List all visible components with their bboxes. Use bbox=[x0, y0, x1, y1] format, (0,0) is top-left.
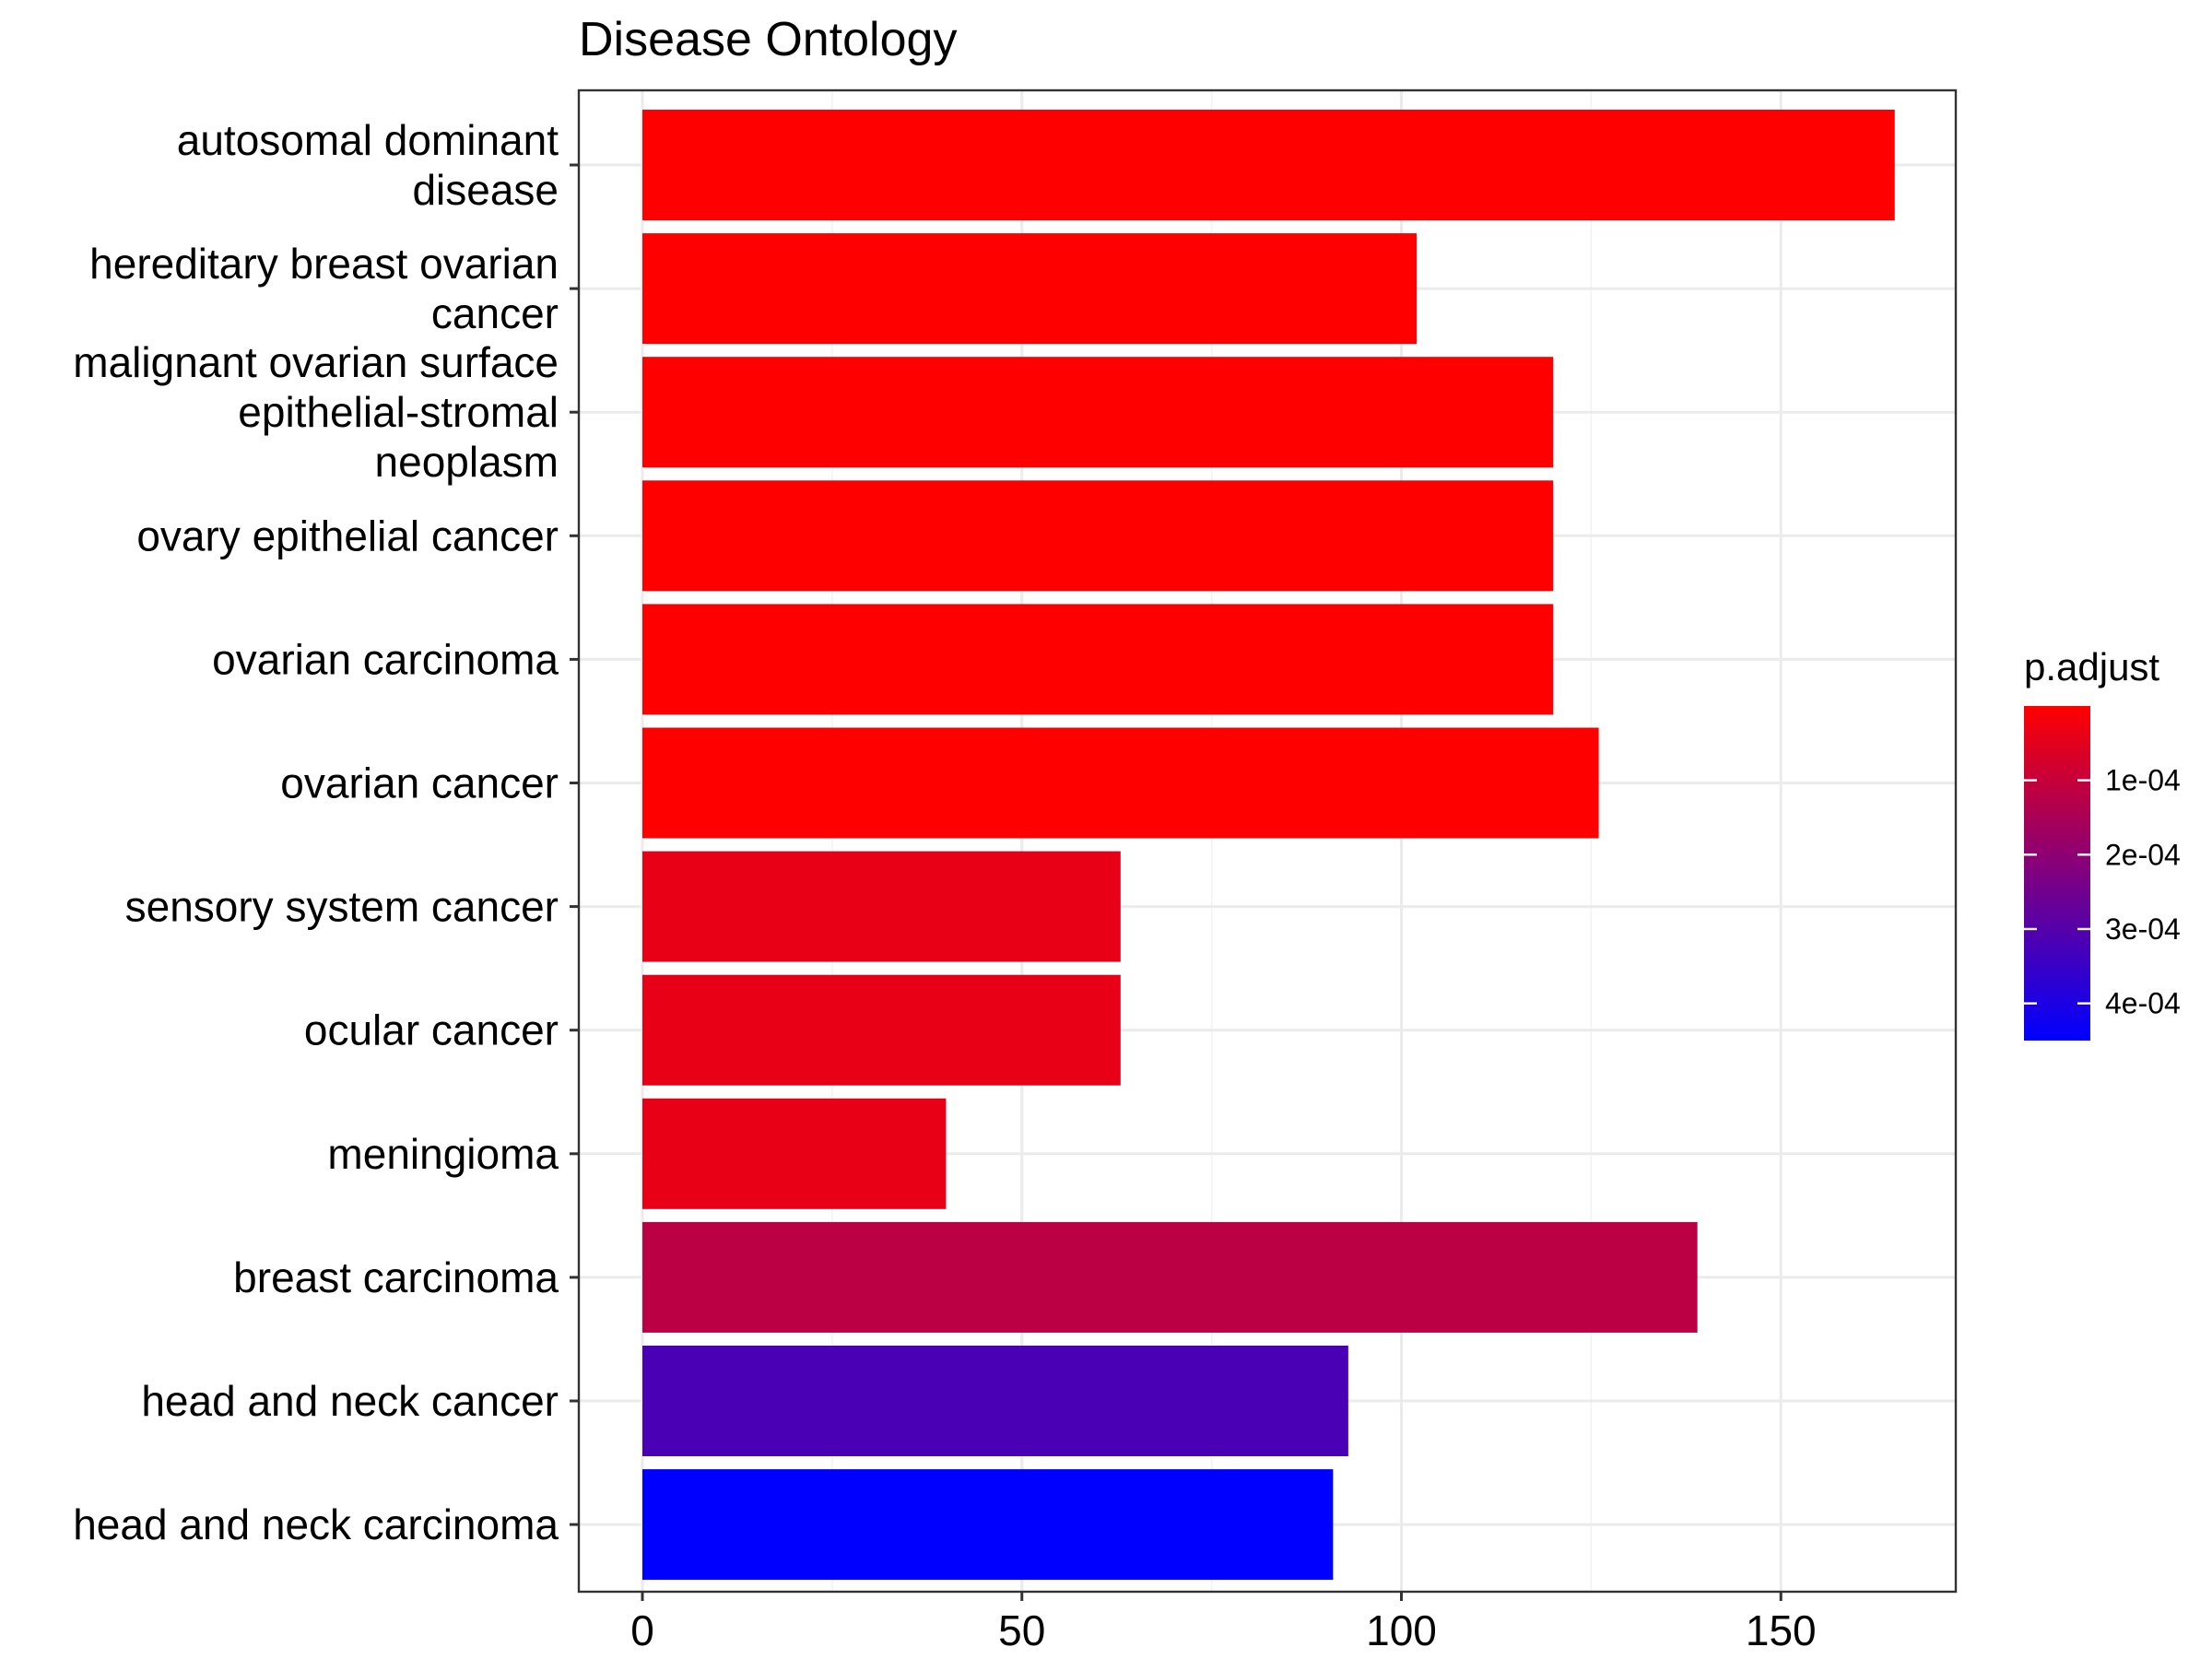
bar bbox=[642, 851, 1121, 962]
x-tick-label: 150 bbox=[1746, 1606, 1817, 1654]
legend-tick-label: 3e-04 bbox=[2105, 912, 2181, 946]
bar bbox=[642, 1098, 947, 1209]
y-tick-label: hereditary breast ovarian cancer bbox=[89, 240, 559, 337]
bars bbox=[642, 110, 1895, 1581]
bar bbox=[642, 604, 1554, 715]
chart-title: Disease Ontology bbox=[579, 13, 957, 66]
y-tick-label: ovarian carcinoma bbox=[212, 635, 559, 683]
y-tick-label: head and neck carcinoma bbox=[73, 1500, 559, 1548]
legend-tick-label: 2e-04 bbox=[2105, 838, 2181, 871]
plot-panel bbox=[577, 88, 1958, 1594]
y-tick-label: breast carcinoma bbox=[233, 1253, 559, 1301]
legend: p.adjust 1e-04 2e-04 3e-04 4e-04 bbox=[2024, 645, 2181, 1041]
bar bbox=[642, 233, 1417, 345]
y-axis: autosomal dominant disease hereditary brea… bbox=[73, 116, 579, 1548]
bar bbox=[642, 1346, 1348, 1456]
x-axis: 0 50 100 150 bbox=[630, 1592, 1817, 1654]
y-tick-label: ovary epithelial cancer bbox=[136, 512, 559, 559]
x-tick-label: 0 bbox=[630, 1606, 654, 1654]
bar bbox=[642, 727, 1599, 839]
y-tick-label: sensory system cancer bbox=[125, 883, 559, 931]
legend-title: p.adjust bbox=[2024, 645, 2159, 688]
legend-ticks: 1e-04 2e-04 3e-04 4e-04 bbox=[2024, 764, 2181, 1020]
y-tick-label: ovarian cancer bbox=[280, 759, 559, 807]
y-tick-label: ocular cancer bbox=[304, 1006, 559, 1054]
legend-tick-label: 4e-04 bbox=[2105, 987, 2181, 1020]
legend-tick-label: 1e-04 bbox=[2105, 764, 2181, 797]
bar bbox=[642, 480, 1554, 592]
y-tick-label: head and neck cancer bbox=[141, 1377, 559, 1425]
bar bbox=[642, 1469, 1334, 1581]
y-tick-label: malignant ovarian surface epithelial-stro… bbox=[73, 338, 559, 486]
x-tick-label: 50 bbox=[998, 1606, 1045, 1654]
y-tick-label: autosomal dominant disease bbox=[177, 116, 559, 214]
bar bbox=[642, 110, 1895, 220]
y-tick-label: meningioma bbox=[327, 1130, 559, 1178]
bar bbox=[642, 357, 1554, 468]
bar bbox=[642, 1221, 1698, 1333]
x-tick-label: 100 bbox=[1366, 1606, 1437, 1654]
legend-colorbar bbox=[2024, 706, 2090, 1041]
bar bbox=[642, 974, 1121, 1086]
